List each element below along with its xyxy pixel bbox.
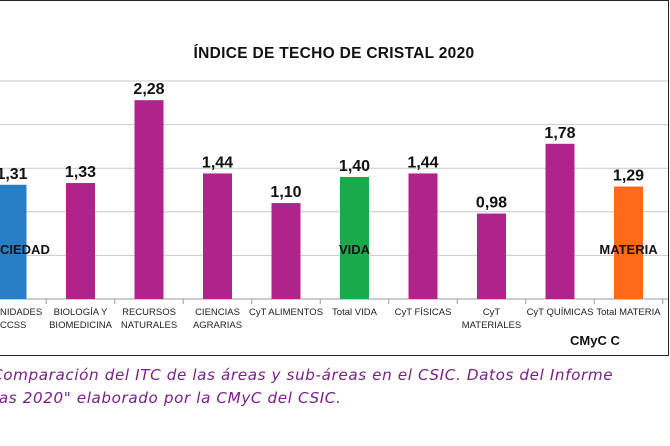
footer-label: CMyC C — [570, 333, 620, 348]
bar-8 — [545, 143, 575, 299]
bar-2 — [134, 100, 164, 300]
category-label-2-1: NATURALES — [121, 320, 177, 331]
value-label-1: 1,33 — [65, 164, 96, 181]
category-label-8-0: CyT QUÍMICAS — [527, 307, 594, 318]
value-label-4: 1,10 — [270, 184, 301, 201]
bar-3 — [203, 173, 232, 299]
caption-line-2: ras 2020" elaborado por la CMyC del CSIC… — [0, 389, 342, 407]
category-label-0-1: CCSS — [0, 320, 26, 331]
bar-7 — [477, 213, 506, 299]
category-label-2-0: RECURSOS — [122, 307, 176, 318]
category-label-4-0: CyT ALIMENTOS — [249, 307, 323, 318]
bar-text-5: VIDA — [339, 242, 371, 257]
category-label-7-0: CyT — [483, 307, 501, 318]
value-label-7: 0,98 — [476, 195, 507, 212]
category-label-1-0: BIOLOGÍA Y — [54, 307, 108, 318]
category-label-0-0: NIDADES — [0, 307, 42, 318]
category-label-5-0: Total VIDA — [332, 307, 378, 318]
category-label-9-0: Total MATERIA — [596, 307, 661, 318]
category-label-3-0: CIENCIAS — [195, 307, 240, 318]
bar-text-9: MATERIA — [599, 242, 658, 257]
category-label-1-1: BIOMEDICINA — [49, 320, 112, 331]
bar-0 — [0, 184, 27, 299]
value-label-9: 1,29 — [613, 168, 644, 185]
value-label-3: 1,44 — [202, 154, 233, 171]
category-label-6-0: CyT FÍSICAS — [395, 307, 452, 318]
bar-5 — [340, 176, 369, 299]
figure-caption: Comparación del ITC de las áreas y sub-á… — [0, 364, 670, 410]
value-label-2: 2,28 — [133, 81, 164, 98]
category-label-7-1: MATERIALES — [462, 320, 521, 331]
value-label-0: 1,31 — [0, 166, 28, 183]
caption-line-1: Comparación del ITC de las áreas y sub-á… — [0, 366, 614, 384]
bar-6 — [408, 173, 438, 299]
value-label-8: 1,78 — [544, 125, 575, 142]
bar-1 — [66, 183, 95, 299]
bar-4 — [271, 203, 301, 299]
bar-text-0: CIEDAD — [0, 242, 50, 257]
value-label-5: 1,40 — [339, 158, 370, 175]
category-label-3-1: AGRARIAS — [193, 320, 242, 331]
bar-chart: 1,31 CIEDAD NIDADES CCSS 1,33 BIOLOGÍA Y BIOME… — [0, 80, 668, 331]
chart-frame: 1,31 CIEDAD NIDADES CCSS 1,33 BIOLOGÍA Y BIOME… — [0, 0, 669, 356]
bar-9 — [614, 186, 643, 299]
chart-title: ÍNDICE DE TECHO DE CRISTAL 2020 — [193, 45, 475, 62]
value-label-6: 1,44 — [407, 154, 438, 171]
